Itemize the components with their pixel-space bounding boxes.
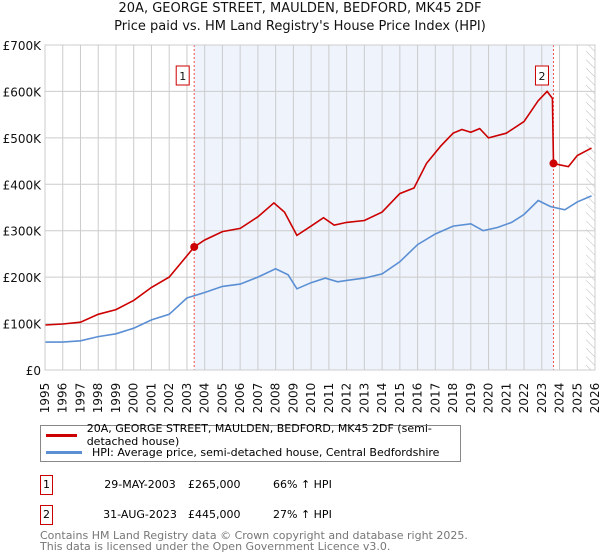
legend-item-property: 20A, GEORGE STREET, MAULDEN, BEDFORD, MK…: [41, 422, 460, 448]
x-tick-label: 2009: [286, 383, 300, 414]
x-tick-label: 2024: [553, 383, 567, 414]
sale-marker-box: [175, 65, 190, 86]
legend: 20A, GEORGE STREET, MAULDEN, BEDFORD, MK…: [40, 422, 461, 462]
x-tick-label: 2021: [499, 383, 513, 414]
x-tick-label: 2026: [588, 383, 600, 414]
sale-row: 2 31-AUG-2023 £445,000 27% ↑ HPI: [40, 505, 440, 525]
x-tick-label: 2012: [340, 383, 354, 414]
x-tick-label: 2005: [215, 383, 229, 414]
sale-marker: 2: [40, 505, 53, 525]
legend-swatch-red: [46, 433, 77, 437]
x-tick-label: 2011: [322, 383, 336, 414]
future-hatch: [586, 45, 595, 370]
hpi-line: [45, 195, 592, 343]
x-tick-label: 2019: [464, 383, 478, 414]
chart-subtitle: Price paid vs. HM Land Registry's House …: [114, 19, 486, 34]
x-tick-label: 2020: [482, 383, 496, 414]
x-tick-label: 2000: [127, 383, 141, 414]
footer-copyright: Contains HM Land Registry data © Crown c…: [40, 529, 468, 542]
sale-date: 29-MAY-2003: [104, 478, 176, 491]
sale-hpi-diff: 66% ↑ HPI: [273, 478, 332, 491]
x-tick-label: 2018: [446, 383, 460, 414]
footer: Contains HM Land Registry data © Crown c…: [40, 530, 468, 552]
x-tick-label: 2007: [251, 383, 265, 414]
x-tick-label: 1999: [109, 383, 123, 414]
sale-date: 31-AUG-2023: [103, 508, 177, 521]
y-tick-label: £700K: [3, 39, 43, 53]
x-tick-label: 2017: [428, 383, 442, 414]
x-tick-label: 2003: [180, 383, 194, 414]
sale-marker-label: 2: [538, 70, 545, 83]
x-tick-label: 2001: [144, 383, 158, 414]
legend-label: 20A, GEORGE STREET, MAULDEN, BEDFORD, MK…: [86, 422, 432, 448]
x-tick-label: 1995: [38, 383, 52, 414]
plot-border: [44, 44, 596, 371]
x-tick-label: 2002: [162, 383, 176, 414]
sale-marker-box: [534, 65, 549, 86]
x-tick-label: 2004: [198, 383, 212, 414]
y-tick-label: £200K: [3, 271, 43, 285]
chart-title: 20A, GEORGE STREET, MAULDEN, BEDFORD, MK…: [118, 1, 482, 16]
x-tick-label: 1996: [56, 383, 70, 414]
x-tick-label: 2025: [570, 383, 584, 414]
x-tick-label: 2006: [233, 383, 247, 414]
x-tick-label: 2014: [375, 383, 389, 414]
sale-point: [549, 159, 558, 168]
footer-licence: This data is licensed under the Open Gov…: [40, 540, 391, 553]
sale-marker: 1: [40, 475, 53, 495]
sale-period-shading: [194, 45, 554, 370]
y-tick-label: £500K: [3, 132, 43, 146]
y-tick-label: £600K: [3, 85, 43, 99]
sale-row: 1 29-MAY-2003 £265,000 66% ↑ HPI: [40, 475, 440, 495]
sale-price: £265,000: [188, 478, 241, 491]
x-tick-label: 1998: [91, 383, 105, 414]
x-tick-label: 2013: [357, 383, 371, 414]
sale-point: [190, 242, 199, 251]
sale-marker-label: 1: [179, 70, 186, 83]
sale-price: £445,000: [188, 508, 241, 521]
legend-swatch-blue: [46, 450, 82, 454]
legend-label: HPI: Average price, semi-detached house,…: [92, 445, 440, 459]
x-tick-label: 2016: [411, 383, 425, 414]
x-tick-label: 1997: [73, 383, 87, 414]
price-chart: 1995 1996 1997 1998 1999 2000 2001 2002 2003 2004…: [3, 39, 600, 414]
x-tick-label: 2015: [393, 383, 407, 414]
sale-hpi-diff: 27% ↑ HPI: [273, 508, 332, 521]
x-tick-label: 2008: [269, 383, 283, 414]
y-tick-label: £300K: [3, 225, 43, 239]
legend-item-hpi: HPI: Average price, semi-detached house,…: [41, 444, 439, 460]
y-tick-label: £400K: [3, 178, 43, 192]
x-tick-label: 2023: [535, 383, 549, 414]
y-tick-label: £0: [26, 364, 41, 378]
x-tick-label: 2010: [304, 383, 318, 414]
y-tick-label: £100K: [3, 318, 43, 332]
x-tick-label: 2022: [517, 383, 531, 414]
price-paid-line: [44, 90, 592, 326]
